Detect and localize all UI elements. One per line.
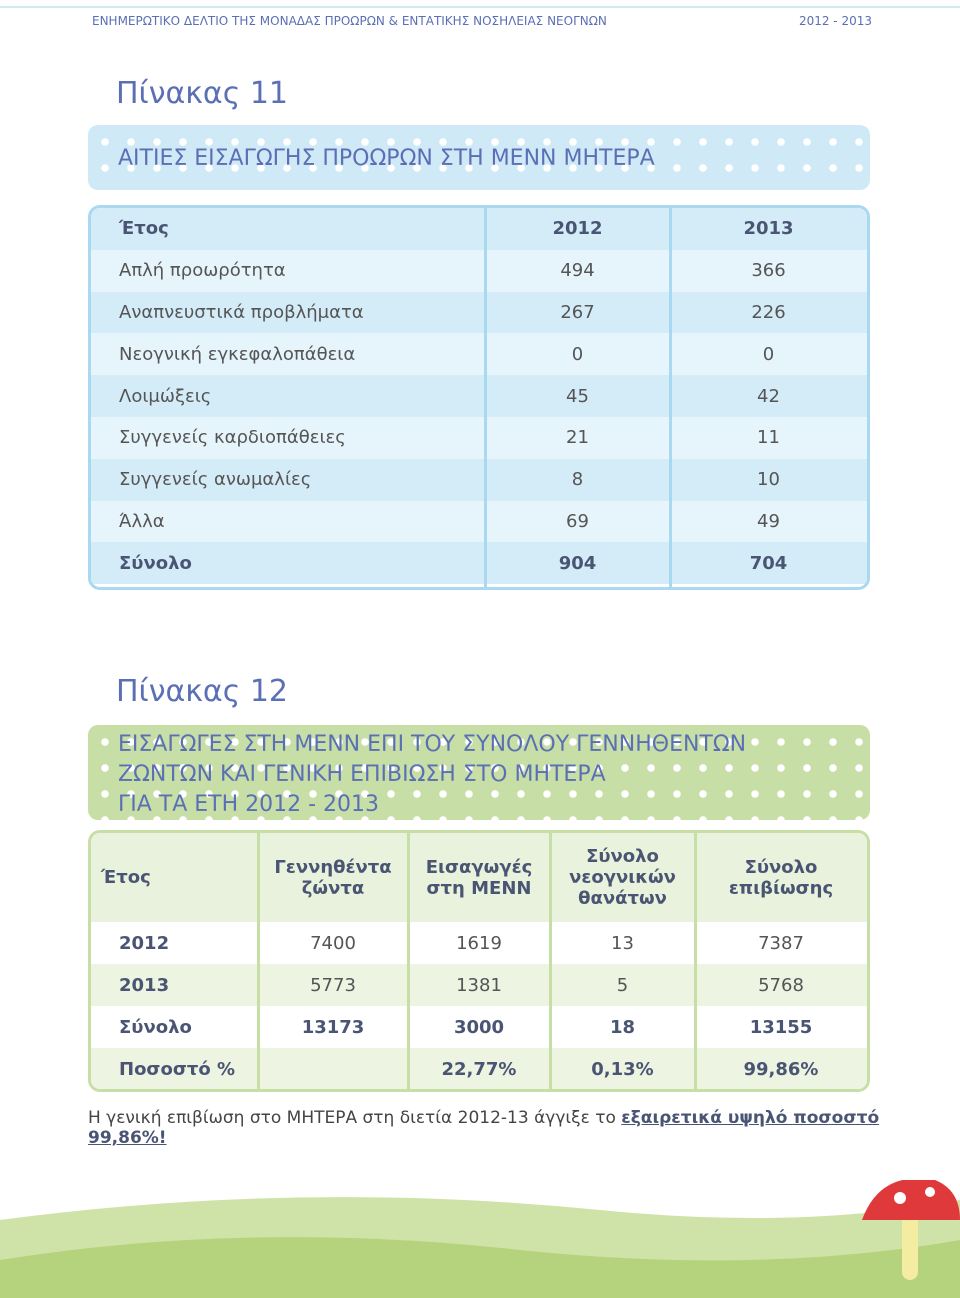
cell: 1381 xyxy=(456,974,502,996)
cell: Έτος xyxy=(119,218,169,240)
cell: 5768 xyxy=(758,974,804,996)
cell: 5773 xyxy=(310,974,356,996)
cell xyxy=(258,1048,408,1089)
row-bg xyxy=(91,1006,867,1048)
row-bg xyxy=(91,208,867,250)
banner xyxy=(88,125,870,190)
cell: Λοιμώξεις xyxy=(119,385,212,407)
row-bg xyxy=(91,922,867,964)
cell: Συγγενείς καρδιοπάθειες xyxy=(119,427,346,449)
cell: Ποσοστό % xyxy=(119,1058,235,1080)
cell: 5 xyxy=(616,974,629,996)
cell: 0,13% xyxy=(591,1058,654,1080)
cell: Σύνολο επιβίωσης xyxy=(728,856,834,899)
row-bg xyxy=(91,333,867,376)
table: Έτος 2012 2013 Απλή προωρότητα 494 366 Αναπνευ… xyxy=(88,205,870,590)
cell: 21 xyxy=(566,427,589,449)
cell: Νεογνική εγκεφαλοπάθεια xyxy=(119,343,356,365)
cell: 494 xyxy=(560,260,595,282)
cell: Απλή προωρότητα xyxy=(119,260,286,282)
cell: 22,77% xyxy=(441,1058,517,1080)
cell: 7400 xyxy=(310,932,356,954)
cell: 7387 xyxy=(758,932,804,954)
cell: 13155 xyxy=(749,1016,813,1038)
cell: 18 xyxy=(609,1016,636,1038)
dot xyxy=(894,1192,906,1204)
column-rule xyxy=(693,833,697,1089)
cell: 13173 xyxy=(301,1016,365,1038)
column-rule xyxy=(668,208,672,587)
banner xyxy=(88,725,870,820)
cell: 69 xyxy=(566,510,589,532)
column-rule xyxy=(256,833,260,1089)
cell: 2012 xyxy=(119,932,170,954)
row-bg xyxy=(91,964,867,1006)
cell: 366 xyxy=(751,260,786,282)
cell: 1619 xyxy=(456,932,502,954)
cell: Σύνολο xyxy=(119,552,192,574)
table-title: ΑΙΤΙΕΣ ΕΙΣΑΓΩΓΗΣ ΠΡΟΩΡΩΝ ΣΤΗ ΜΕΝΝ ΜΗΤΕΡΑ xyxy=(118,146,655,171)
cell: 45 xyxy=(566,385,589,407)
cell: 13 xyxy=(611,932,634,954)
cell: Γεννηθέντα ζώντα xyxy=(274,856,392,899)
cell: 2013 xyxy=(119,974,170,996)
row-bg xyxy=(91,542,867,585)
decoration xyxy=(0,1180,960,1298)
title-line: ΖΩΝΤΩΝ ΚΑΙ ΓΕΝΙΚΗ ΕΠΙΒΙΩΣΗ ΣΤΟ ΜΗΤΕΡΑ xyxy=(118,762,606,787)
cell: Αναπνευστικά προβλήματα xyxy=(119,301,364,323)
hill xyxy=(0,1237,960,1298)
footnote-bold: εξαιρετικά υψηλό ποσοστό 99,86%! xyxy=(88,1108,880,1148)
column-rule xyxy=(483,208,487,587)
cell: 10 xyxy=(757,469,780,491)
cell: Σύνολο νεογνικών θανάτων xyxy=(569,846,676,909)
cell: 42 xyxy=(757,385,780,407)
row-bg xyxy=(91,249,867,292)
table-label: Πίνακας 11 xyxy=(116,76,289,111)
cell: Συγγενείς ανωμαλίες xyxy=(119,469,312,491)
table: Έτος Γεννηθέντα ζώντα Εισαγωγές στη ΜΕΝΝ Σύ… xyxy=(88,830,870,1092)
header-right: 2012 - 2013 xyxy=(798,14,872,28)
column-rule xyxy=(406,833,410,1089)
footnote-text: Η γενική επιβίωση στο ΜΗΤΕΡΑ στη διετία … xyxy=(88,1108,622,1128)
column-rule xyxy=(548,833,552,1089)
cell: 99,86% xyxy=(743,1058,819,1080)
table-label: Πίνακας 12 xyxy=(116,674,289,709)
row-bg xyxy=(91,458,867,501)
row-bg xyxy=(91,375,867,417)
cell: 2012 xyxy=(552,218,603,240)
dot xyxy=(925,1187,935,1197)
cell: 2013 xyxy=(743,218,794,240)
cell: 704 xyxy=(749,552,788,574)
header-left: ΕΝΗΜΕΡΩΤΙΚΟ ΔΕΛΤΙΟ ΤΗΣ ΜΟΝΑΔΑΣ ΠΡΟΩΡΩΝ &… xyxy=(92,14,607,28)
title-line: ΕΙΣΑΓΩΓΕΣ ΣΤΗ ΜΕΝΝ ΕΠΙ ΤΟΥ ΣΥΝΟΛΟΥ ΓΕΝΝΗ… xyxy=(118,732,747,757)
row-bg xyxy=(91,833,867,922)
cell: 8 xyxy=(571,469,584,491)
row-bg xyxy=(91,417,867,459)
footnote: Η γενική επιβίωση στο ΜΗΤΕΡΑ στη διετία … xyxy=(88,1108,960,1148)
cell: 3000 xyxy=(453,1016,505,1038)
title-line: ΓΙΑ ΤΑ ΕΤΗ 2012 - 2013 xyxy=(118,792,380,817)
table-title: ΕΙΣΑΓΩΓΕΣ ΣΤΗ ΜΕΝΝ ΕΠΙ ΤΟΥ ΣΥΝΟΛΟΥ ΓΕΝΝΗ… xyxy=(118,730,746,820)
cell: 267 xyxy=(560,301,595,323)
row-bg xyxy=(91,500,867,543)
mushroom-stem xyxy=(902,1210,918,1280)
cell: Έτος xyxy=(101,867,151,888)
top-rule xyxy=(0,6,960,8)
cell: 49 xyxy=(757,510,780,532)
cell: 0 xyxy=(762,343,775,365)
cell: 904 xyxy=(558,552,597,574)
cell: 11 xyxy=(757,427,780,449)
cell: Σύνολο xyxy=(119,1016,192,1038)
cell: 0 xyxy=(571,343,584,365)
cell: Άλλα xyxy=(119,510,165,532)
cell: 226 xyxy=(751,301,786,323)
cell: Εισαγωγές στη ΜΕΝΝ xyxy=(425,856,533,899)
mushroom-cap xyxy=(862,1180,960,1220)
row-bg xyxy=(91,1048,867,1089)
row-bg xyxy=(91,291,867,334)
